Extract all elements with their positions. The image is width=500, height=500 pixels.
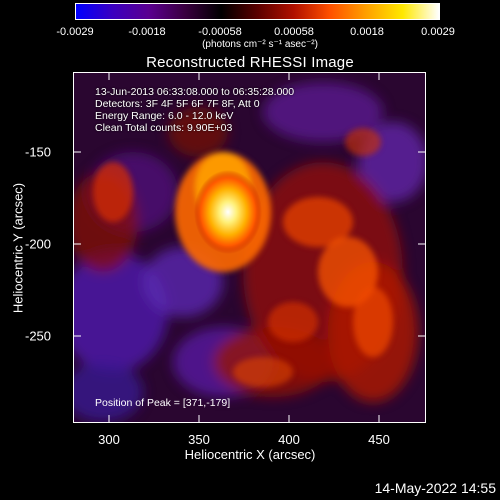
x-tick-label: 300 <box>98 432 120 447</box>
x-tick-label: 350 <box>188 432 210 447</box>
colorbar-tick: 0.0018 <box>350 26 384 38</box>
footer-date: 14-May-2022 14:55 <box>374 480 496 496</box>
colorbar-tick: -0.0018 <box>128 26 166 38</box>
axis-ticks <box>73 72 426 423</box>
info-detectors: Detectors: 3F 4F 5F 6F 7F 8F, Att 0 <box>95 98 260 110</box>
info-clean-counts: Clean Total counts: 9.90E+03 <box>95 122 233 134</box>
x-tick-label: 450 <box>368 432 390 447</box>
colorbar-tick: -0.00058 <box>198 26 242 38</box>
colorbar <box>75 3 440 20</box>
colorbar-tick: -0.0029 <box>56 26 94 38</box>
x-axis-label: Heliocentric X (arcsec) <box>184 447 316 462</box>
y-tick-label: -150 <box>25 144 52 160</box>
rhessi-image <box>73 72 426 423</box>
colorbar-tick: 0.0029 <box>421 26 455 38</box>
y-tick-label: -200 <box>25 236 52 252</box>
info-energy-range: Energy Range: 6.0 - 12.0 keV <box>95 110 234 122</box>
info-time-range: 13-Jun-2013 06:33:08.000 to 06:35:28.000 <box>95 86 295 98</box>
plot-frame <box>73 72 426 423</box>
y-axis-label: Heliocentric Y (arcsec) <box>10 182 26 314</box>
peak-position: Position of Peak = [371,-179] <box>95 397 231 409</box>
colorbar-tick: 0.00058 <box>274 26 314 38</box>
colorbar-unit: (photons cm⁻² s⁻¹ asec⁻²) <box>202 39 318 50</box>
image-plot: 13-Jun-2013 06:33:08.000 to 06:35:28.000… <box>73 72 426 423</box>
flare-source <box>194 170 262 254</box>
plot-title: Reconstructed RHESSI Image <box>146 54 354 71</box>
x-tick-label: 400 <box>278 432 300 447</box>
y-tick-label: -250 <box>25 328 52 344</box>
